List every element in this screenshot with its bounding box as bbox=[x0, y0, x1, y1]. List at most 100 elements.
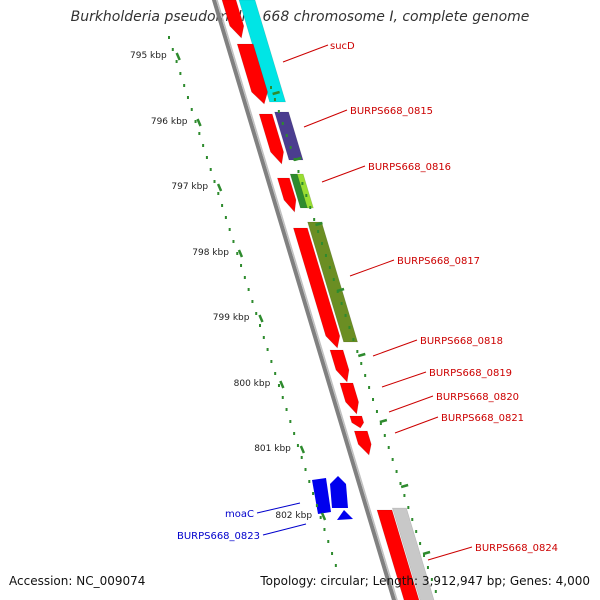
scale-track-left-dot bbox=[175, 60, 178, 63]
scale-track-left bbox=[168, 36, 337, 567]
gene-label-group: sucD bbox=[282, 41, 355, 63]
scale-track-left-dot bbox=[308, 480, 311, 483]
gene-glyph-BURPS668_0815 bbox=[258, 113, 284, 165]
scale-track-left-dot bbox=[179, 72, 182, 75]
scale-track-left-dot bbox=[168, 36, 170, 39]
scale-track-left-dot bbox=[228, 228, 231, 231]
scale-track-left-dot bbox=[243, 276, 246, 279]
scale-track-left-dot bbox=[213, 180, 216, 183]
scale-track-left-dot bbox=[217, 192, 220, 195]
scale-track-left-dot bbox=[232, 240, 235, 243]
scale-tick bbox=[237, 249, 244, 258]
scale-track-right-dot bbox=[403, 494, 406, 497]
scale-track-left-dot bbox=[281, 396, 284, 399]
scale-track-right-dot bbox=[348, 326, 351, 329]
scale-track-left-dot bbox=[289, 420, 292, 423]
scale-track-right-dot bbox=[368, 386, 371, 389]
gene-leader-line bbox=[427, 546, 473, 561]
gene-glyph-BURPS668_0816 bbox=[276, 177, 297, 213]
scale-track-right-dot bbox=[281, 122, 284, 125]
scale-track-right-dot bbox=[419, 542, 422, 545]
gene-label: BURPS668_0821 bbox=[441, 413, 524, 424]
gene-label: BURPS668_0823 bbox=[177, 531, 260, 542]
scale-track-left-dot bbox=[224, 216, 227, 219]
scale-tick bbox=[279, 380, 285, 389]
genome-backbone-highlight bbox=[216, 0, 398, 600]
scale-tick-right bbox=[357, 352, 366, 358]
gene-label-group: BURPS668_0819 bbox=[381, 368, 512, 388]
scale-track-right-dot bbox=[387, 446, 390, 449]
map-title: Burkholderia pseudomallei 668 chromosome… bbox=[70, 9, 530, 25]
scale-tick bbox=[320, 512, 327, 521]
scale-track-right-dot bbox=[317, 230, 320, 233]
scale-track-left-dot bbox=[259, 324, 262, 327]
scale-track-right-dot bbox=[372, 398, 375, 401]
scale-track-left-dot bbox=[334, 564, 337, 567]
gene-glyph-moaC bbox=[312, 478, 331, 514]
scale-track-left-dot bbox=[171, 48, 174, 51]
scale-track-right-dot bbox=[285, 134, 288, 137]
scale-track-left-dot bbox=[331, 552, 334, 555]
scale-track-left-dot bbox=[319, 516, 322, 519]
scale-track-right-dot bbox=[430, 578, 433, 581]
scale-track-left-dot bbox=[209, 168, 212, 171]
scale-layer: 795 kbp 796 kbp 797 kbp 798 kbp 799 kbp 800 k… bbox=[130, 36, 437, 593]
scale-tick-right bbox=[293, 156, 302, 162]
scale-track-left-dot bbox=[190, 108, 193, 111]
gene-label: BURPS668_0815 bbox=[350, 106, 433, 117]
scale-track-left-dot bbox=[296, 444, 299, 447]
scale-track-right-dot bbox=[301, 182, 304, 185]
scale-tick-label: 797 kbp bbox=[171, 182, 208, 192]
scale-track-right-dot bbox=[360, 362, 363, 365]
feature-olive bbox=[307, 221, 359, 343]
scale-track-left-dot bbox=[285, 408, 288, 411]
scale-track-right-dot bbox=[340, 302, 343, 305]
scale-track-left-dot bbox=[315, 504, 318, 507]
gene-label-group: BURPS668_0816 bbox=[321, 162, 451, 183]
gene-label: BURPS668_0817 bbox=[397, 256, 480, 267]
scale-track-left-dot bbox=[205, 156, 208, 159]
feature-yellowgreen bbox=[296, 173, 314, 209]
scale-tick bbox=[258, 314, 264, 323]
gene-label-group: BURPS668_0818 bbox=[372, 336, 503, 357]
gene-leader-line bbox=[321, 165, 366, 183]
scale-track-right-dot bbox=[391, 458, 394, 461]
scale-track-left-dot bbox=[221, 204, 224, 207]
genome-backbone bbox=[211, 0, 397, 600]
gene-label: BURPS668_0818 bbox=[420, 336, 503, 347]
gene-glyph-BURPS668_0819 bbox=[339, 382, 359, 415]
scale-tick-right bbox=[315, 221, 323, 227]
gene-label-group: BURPS668_0815 bbox=[303, 106, 433, 128]
scale-track-left-dot bbox=[194, 120, 197, 123]
scale-track-right-dot bbox=[415, 530, 418, 533]
gene-label-group: BURPS668_0824 bbox=[427, 543, 558, 561]
scale-tick-label: 800 kbp bbox=[234, 379, 271, 389]
scale-track-left-dot bbox=[198, 132, 201, 135]
scale-track-right-dot bbox=[344, 314, 347, 317]
scale-tick-label: 795 kbp bbox=[130, 51, 167, 61]
scale-track-right bbox=[270, 86, 437, 593]
feature-purple bbox=[274, 111, 304, 161]
scale-track-right-dot bbox=[305, 194, 308, 197]
gene-glyph-BURPS668_0818 bbox=[329, 349, 350, 383]
scale-track-left-dot bbox=[262, 336, 265, 339]
gene-label-group: BURPS668_0823 bbox=[177, 523, 307, 542]
scale-track-right-dot bbox=[395, 470, 398, 473]
scale-tick bbox=[299, 445, 306, 454]
gene-leader-line bbox=[381, 371, 427, 388]
genome-summary: Topology: circular; Length: 3,912,947 bp… bbox=[260, 574, 590, 588]
scale-track-right-dot bbox=[375, 410, 378, 413]
scale-track-right-dot bbox=[407, 506, 410, 509]
scale-track-left-dot bbox=[327, 540, 330, 543]
feature-layer bbox=[221, 0, 435, 600]
gene-leader-line bbox=[372, 339, 418, 357]
gene-leader-line bbox=[256, 502, 301, 514]
gene-glyph-BURPS668_0823 bbox=[337, 510, 353, 520]
scale-track-right-dot bbox=[321, 242, 324, 245]
scale-tick-right bbox=[272, 90, 280, 96]
scale-track-right-dot bbox=[273, 98, 276, 101]
scale-tick bbox=[196, 118, 202, 127]
scale-track-left-dot bbox=[300, 456, 303, 459]
